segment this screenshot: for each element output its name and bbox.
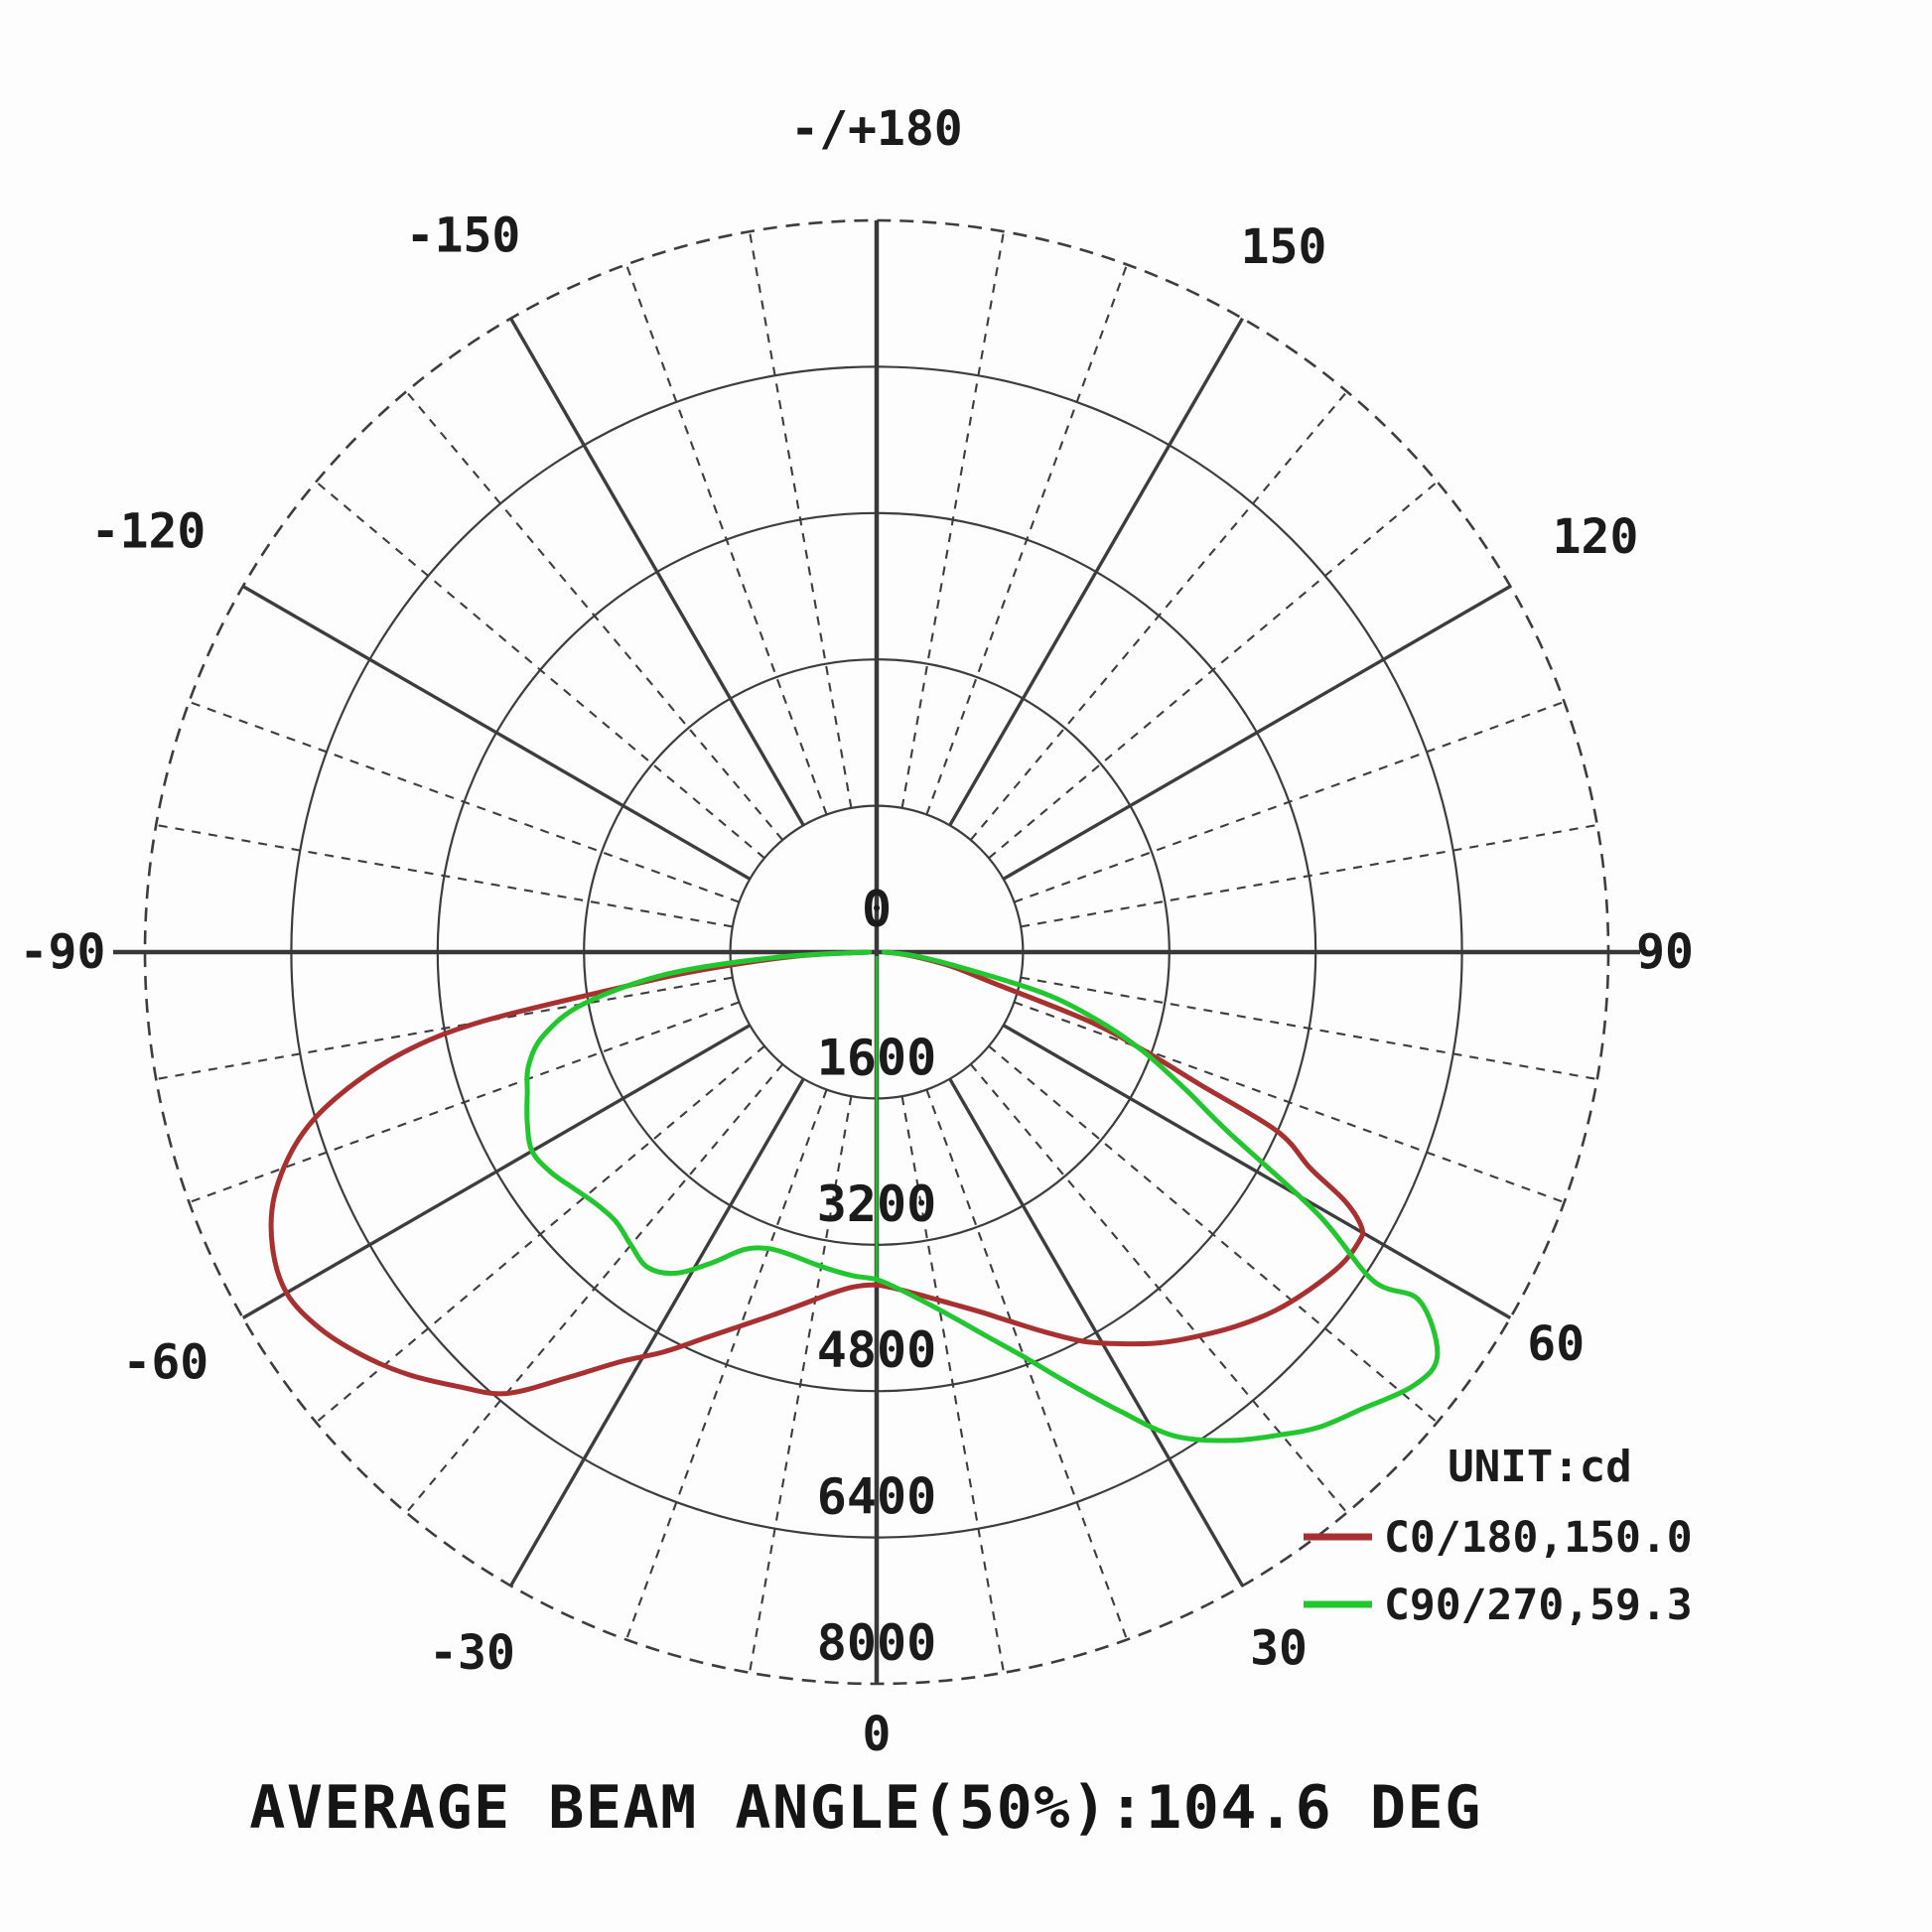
series-curve-c90-270 bbox=[524, 949, 1441, 1444]
legend-label-0: C0/180,150.0 bbox=[1384, 1513, 1693, 1563]
radial-tick-label-1600: 1600 bbox=[817, 1029, 936, 1086]
grid-spoke-minor bbox=[1014, 1001, 1565, 1204]
angle-label-0: 0 bbox=[863, 1707, 892, 1762]
grid-spoke-minor bbox=[405, 1063, 784, 1514]
radial-tick-label-8000: 8000 bbox=[817, 1614, 936, 1672]
grid-spoke-minor bbox=[1014, 700, 1565, 903]
grid-spoke-minor bbox=[988, 1044, 1439, 1424]
angle-label-90: 90 bbox=[1636, 924, 1694, 980]
grid-spoke-minor bbox=[156, 976, 733, 1081]
angle-label-180: -/+180 bbox=[790, 101, 962, 157]
grid-spoke-major bbox=[1002, 585, 1512, 881]
grid-spoke-minor bbox=[189, 700, 740, 903]
grid-spoke-major bbox=[1002, 1024, 1512, 1319]
angle-label-120: 120 bbox=[1553, 509, 1639, 565]
grid-spoke-major bbox=[948, 1077, 1244, 1587]
angle-label--150: -150 bbox=[406, 208, 521, 264]
legend-label-1: C90/270,59.3 bbox=[1384, 1581, 1693, 1630]
grid-spoke-minor bbox=[189, 1001, 740, 1204]
angle-label--90: -90 bbox=[20, 924, 106, 980]
grid-spoke-minor bbox=[925, 264, 1129, 815]
legend-unit-label: UNIT:cd bbox=[1448, 1442, 1631, 1492]
grid-spoke-minor bbox=[900, 1096, 1006, 1673]
grid-spoke-minor bbox=[1021, 976, 1597, 1081]
angle-label-30: 30 bbox=[1250, 1621, 1308, 1677]
angle-label--30: -30 bbox=[429, 1625, 515, 1681]
grid-spoke-minor bbox=[969, 1063, 1348, 1514]
grid-spoke-minor bbox=[315, 1044, 765, 1424]
grid-spoke-minor bbox=[315, 481, 765, 860]
angle-label--120: -120 bbox=[91, 504, 207, 560]
grid-spoke-major bbox=[509, 1077, 805, 1587]
beam-angle-caption: AVERAGE BEAM ANGLE(50%):104.6 DEG bbox=[249, 1773, 1482, 1843]
angle-label-150: 150 bbox=[1241, 219, 1327, 275]
grid-spoke-minor bbox=[156, 823, 733, 928]
grid-spoke-minor bbox=[925, 1089, 1129, 1640]
grid-spoke-minor bbox=[969, 390, 1348, 841]
grid-spoke-minor bbox=[900, 231, 1006, 808]
grid-spoke-major bbox=[241, 585, 752, 881]
grid-spoke-major bbox=[241, 1024, 752, 1319]
grid-spoke-minor bbox=[1021, 823, 1597, 928]
grid-spoke-minor bbox=[748, 1096, 853, 1673]
angle-label--60: -60 bbox=[122, 1335, 208, 1391]
grid-spoke-minor bbox=[988, 481, 1439, 860]
grid-spoke-minor bbox=[624, 264, 828, 815]
grid-spoke-minor bbox=[624, 1089, 828, 1640]
grid-spoke-minor bbox=[405, 390, 784, 841]
radial-tick-label-4800: 4800 bbox=[817, 1321, 936, 1379]
grid-spoke-major bbox=[948, 317, 1244, 827]
grid-spoke-minor bbox=[748, 231, 853, 808]
grid-spoke-major bbox=[509, 317, 805, 827]
angle-label-60: 60 bbox=[1527, 1316, 1585, 1372]
radial-tick-label-6400: 6400 bbox=[817, 1468, 936, 1526]
radial-tick-label-0: 0 bbox=[862, 881, 892, 938]
radial-tick-label-3200: 3200 bbox=[817, 1175, 936, 1233]
